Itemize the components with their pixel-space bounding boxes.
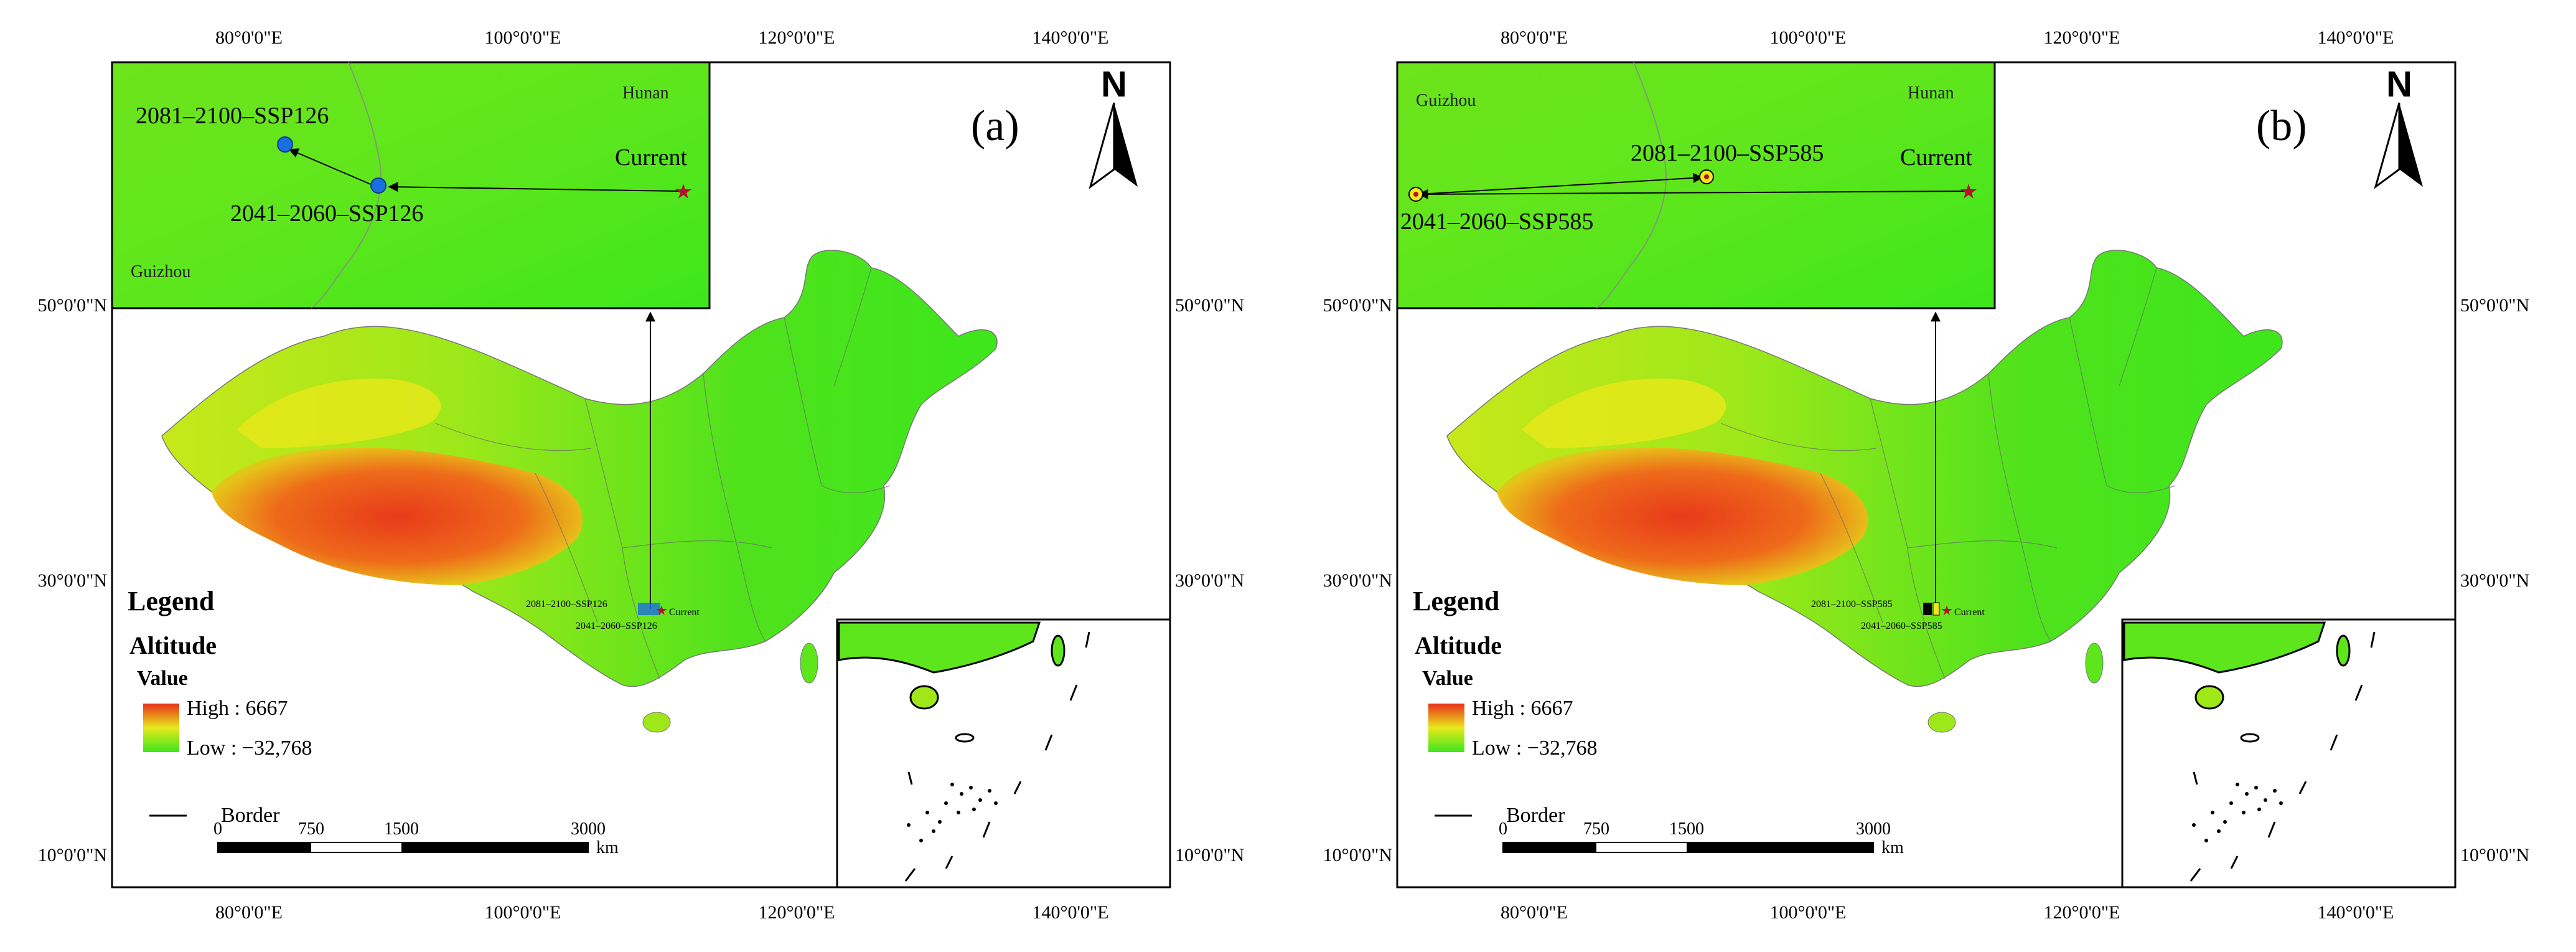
- lat-tick-10-right: 10°0'0"N: [2460, 845, 2529, 865]
- scale-tick-3000: 3000: [1856, 819, 1891, 839]
- legend: Legend Altitude Value High : 6667 Low : …: [1413, 586, 1597, 827]
- lon-tick-120: 120°0'0"E: [2044, 27, 2120, 48]
- panel-a: 80°0'0"E 100°0'0"E 120°0'0"E 140°0'0"E 8…: [38, 27, 1245, 923]
- lon-tick-140-bottom: 140°0'0"E: [2318, 902, 2394, 923]
- lon-tick-140: 140°0'0"E: [2318, 27, 2394, 48]
- legend-border: Border: [221, 804, 280, 827]
- legend-value-label: Value: [1422, 667, 1473, 690]
- legend: Legend Altitude Value High : 6667 Low : …: [128, 586, 312, 827]
- lat-tick-50-right: 50°0'0"N: [1175, 295, 1244, 316]
- lon-tick-100: 100°0'0"E: [1770, 27, 1847, 48]
- lat-tick-30-right: 30°0'0"N: [1175, 570, 1244, 591]
- lon-tick-140-bottom: 140°0'0"E: [1033, 902, 1109, 923]
- lat-tick-50-right: 50°0'0"N: [2460, 295, 2529, 316]
- panel-label: (a): [971, 102, 1019, 150]
- main-label-2081: 2081–2100–SSP126: [526, 599, 607, 610]
- legend-low: Low : −32,768: [1472, 737, 1597, 760]
- scale-tick-750: 750: [1583, 819, 1609, 839]
- lon-ticks-top: 80°0'0"E 100°0'0"E 120°0'0"E 140°0'0"E: [215, 27, 1108, 48]
- lat-tick-10: 10°0'0"N: [38, 845, 107, 865]
- lon-tick-100-bottom: 100°0'0"E: [1770, 902, 1847, 923]
- lat-tick-50: 50°0'0"N: [1323, 295, 1392, 316]
- scale-bar: 0 750 1500 3000 km: [1499, 819, 1904, 857]
- legend-layer: Altitude: [129, 631, 217, 659]
- scale-tick-0: 0: [1499, 819, 1507, 839]
- current-star-icon: [675, 184, 691, 199]
- lat-ticks-left: 50°0'0"N 30°0'0"N 10°0'0"N: [1323, 295, 1392, 865]
- inset-label-current: Current: [1900, 144, 1973, 171]
- lat-ticks-right: 50°0'0"N 30°0'0"N 10°0'0"N: [1175, 295, 1244, 865]
- scale-unit: km: [596, 838, 619, 857]
- scale-unit: km: [1881, 838, 1904, 857]
- legend-value-label: Value: [137, 667, 188, 690]
- lat-ticks-left: 50°0'0"N 30°0'0"N 10°0'0"N: [38, 295, 107, 865]
- inset-label-2041: 2041–2060–SSP585: [1400, 209, 1593, 235]
- current-star-icon: [1960, 184, 1977, 199]
- legend-border: Border: [1506, 804, 1565, 827]
- lon-tick-80-bottom: 80°0'0"E: [215, 902, 283, 923]
- main-label-current: Current: [1954, 607, 1985, 618]
- lat-tick-50: 50°0'0"N: [38, 295, 107, 316]
- legend-high: High : 6667: [187, 697, 288, 720]
- north-arrow-label: N: [1101, 64, 1127, 105]
- lon-tick-80-bottom: 80°0'0"E: [1501, 902, 1568, 923]
- north-arrow-label: N: [2386, 64, 2412, 105]
- lat-tick-30-right: 30°0'0"N: [2460, 570, 2529, 591]
- panel-b: 80°0'0"E 100°0'0"E 120°0'0"E 140°0'0"E 8…: [1323, 27, 2530, 923]
- lat-ticks-right: 50°0'0"N 30°0'0"N 10°0'0"N: [2460, 295, 2529, 865]
- inset-province-guizhou: Guizhou: [131, 262, 190, 281]
- lat-tick-10-right: 10°0'0"N: [1175, 845, 1244, 865]
- main-label-2041: 2041–2060–SSP585: [1861, 621, 1942, 631]
- lon-tick-120-bottom: 120°0'0"E: [759, 902, 835, 923]
- main-label-current: Current: [669, 607, 700, 618]
- lat-tick-30: 30°0'0"N: [1323, 570, 1392, 591]
- main-map-points: 2081–2100–SSP585 Current 2041–2060–SSP58…: [1811, 599, 1985, 631]
- main-label-2041: 2041–2060–SSP126: [576, 621, 657, 631]
- legend-title: Legend: [128, 586, 214, 616]
- inset-province-hunan: Hunan: [1908, 83, 1954, 103]
- inset-label-2081: 2081–2100–SSP126: [136, 103, 329, 129]
- zoom-inset: Guizhou Hunan Current 2041–2060–SSP585 2…: [1400, 83, 1977, 235]
- point-2081-center: [1704, 174, 1709, 179]
- lon-tick-140: 140°0'0"E: [1033, 27, 1109, 48]
- main-label-2081: 2081–2100–SSP585: [1811, 599, 1893, 610]
- lon-tick-80: 80°0'0"E: [1501, 27, 1568, 48]
- legend-low: Low : −32,768: [187, 737, 312, 760]
- lon-tick-120: 120°0'0"E: [759, 27, 835, 48]
- inset-label-2081: 2081–2100–SSP585: [1631, 140, 1824, 166]
- inset-province-guizhou: Guizhou: [1416, 91, 1476, 110]
- inset-label-2041: 2041–2060–SSP126: [230, 200, 423, 227]
- point-2041-icon: [370, 177, 386, 194]
- lon-ticks-bottom: 80°0'0"E 100°0'0"E 120°0'0"E 140°0'0"E: [215, 902, 1108, 923]
- legend-layer: Altitude: [1415, 631, 1502, 659]
- panel-label: (b): [2256, 102, 2307, 150]
- point-2081-icon: [277, 136, 293, 153]
- lon-ticks-top: 80°0'0"E 100°0'0"E 120°0'0"E 140°0'0"E: [1501, 27, 2394, 48]
- inset-label-current: Current: [615, 144, 688, 171]
- lon-tick-100: 100°0'0"E: [485, 27, 561, 48]
- lon-tick-100-bottom: 100°0'0"E: [485, 902, 561, 923]
- main-map-points: 2081–2100–SSP126 Current 2041–2060–SSP12…: [526, 599, 700, 631]
- legend-title: Legend: [1413, 586, 1499, 616]
- scale-tick-1500: 1500: [1669, 819, 1704, 839]
- scale-bar: 0 750 1500 3000 km: [213, 819, 619, 857]
- scale-tick-1500: 1500: [384, 819, 419, 839]
- lon-ticks-bottom: 80°0'0"E 100°0'0"E 120°0'0"E 140°0'0"E: [1501, 902, 2394, 923]
- scale-tick-750: 750: [298, 819, 324, 839]
- lat-tick-30: 30°0'0"N: [38, 570, 107, 591]
- lon-tick-80: 80°0'0"E: [215, 27, 283, 48]
- lat-tick-10: 10°0'0"N: [1323, 845, 1392, 865]
- zoom-inset: Hunan Guizhou Current 2041–2060–SSP126 2…: [131, 83, 691, 281]
- scale-tick-3000: 3000: [571, 819, 606, 839]
- scale-tick-0: 0: [213, 819, 222, 839]
- legend-high: High : 6667: [1472, 697, 1573, 720]
- lon-tick-120-bottom: 120°0'0"E: [2044, 902, 2120, 923]
- inset-province-hunan: Hunan: [622, 83, 669, 103]
- point-2041-center: [1413, 192, 1418, 197]
